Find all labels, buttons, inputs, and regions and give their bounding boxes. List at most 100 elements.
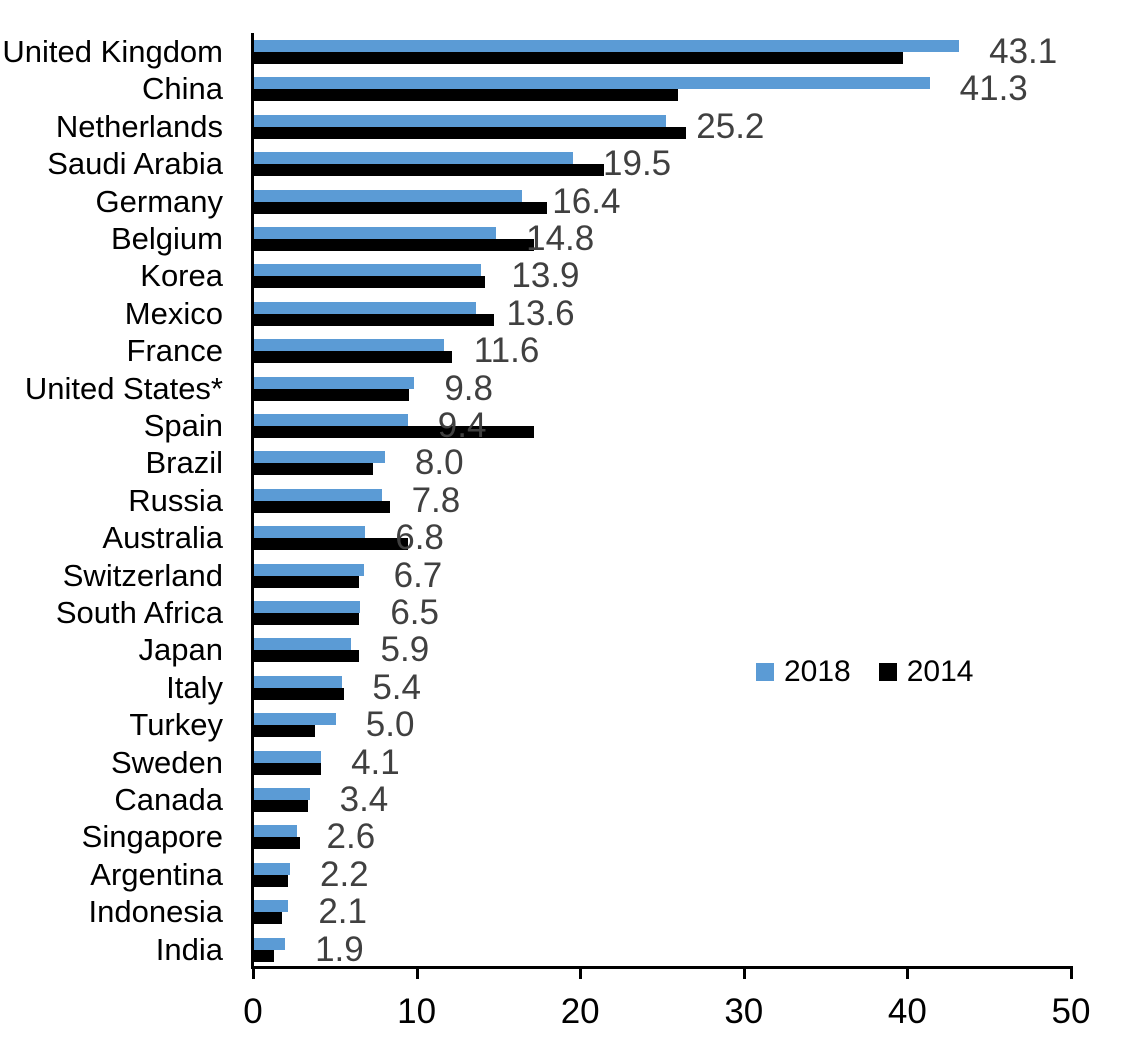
- bar-2014: [254, 500, 390, 513]
- category-label: Argentina: [90, 856, 223, 892]
- bar-2018: [254, 488, 382, 501]
- x-tick: [906, 969, 910, 979]
- value-label: 43.1: [989, 32, 1058, 71]
- x-tick: [252, 969, 255, 979]
- category-label: Netherlands: [55, 108, 223, 144]
- bar-2018: [254, 376, 415, 389]
- value-label: 13.6: [506, 293, 575, 333]
- value-label: 41.3: [959, 69, 1028, 109]
- bar-2014: [254, 575, 359, 588]
- bar-2014: [254, 687, 344, 700]
- category-label: France: [126, 333, 223, 369]
- bar-2018: [254, 152, 574, 165]
- category-label: United Kingdom: [2, 34, 223, 69]
- bar-2018: [254, 77, 930, 90]
- value-label: 9.8: [444, 368, 493, 408]
- value-label: 16.4: [552, 181, 621, 221]
- category-label: United States*: [24, 370, 223, 406]
- value-label: 5.0: [365, 705, 415, 745]
- category-label: Switzerland: [62, 557, 223, 593]
- x-tick-label: 20: [560, 992, 600, 1031]
- bar-2014: [254, 52, 904, 64]
- legend-label-2018: 2018: [784, 655, 851, 688]
- value-label: 4.1: [351, 742, 400, 782]
- value-label: 8.0: [414, 443, 464, 483]
- bar-2014: [254, 201, 547, 214]
- bar-2018: [254, 900, 289, 913]
- x-tick-label: 40: [887, 992, 927, 1031]
- bar-2018: [254, 788, 310, 800]
- x-tick: [415, 969, 419, 979]
- bar-2018: [254, 227, 497, 239]
- bar-2018: [254, 713, 336, 726]
- x-tick: [1070, 969, 1073, 979]
- x-tick-label: 50: [1051, 992, 1091, 1031]
- bar-2018: [254, 638, 351, 651]
- value-label: 25.2: [696, 106, 765, 146]
- bar-2014: [254, 613, 359, 625]
- bar-2014: [254, 351, 452, 364]
- category-label: Russia: [128, 482, 223, 518]
- bar-2018: [254, 825, 297, 838]
- bar-2014: [254, 276, 485, 289]
- category-label: South Africa: [55, 595, 223, 630]
- legend: 2018 2014: [756, 655, 974, 689]
- bar-2018: [254, 301, 477, 314]
- category-label: Brazil: [145, 445, 223, 481]
- category-label: India: [155, 931, 223, 967]
- bar-2014: [254, 313, 495, 326]
- category-label: Germany: [95, 183, 223, 219]
- value-label: 9.4: [437, 406, 487, 445]
- bar-2018: [254, 114, 667, 127]
- value-label: 2.6: [326, 817, 376, 857]
- bar-2018: [254, 862, 290, 875]
- x-tick-label: 30: [724, 992, 764, 1031]
- category-label: Turkey: [129, 707, 223, 743]
- bar-2018: [254, 750, 322, 763]
- value-label: 6.5: [390, 593, 439, 632]
- bar-2014: [254, 538, 408, 551]
- category-label: Italy: [166, 669, 223, 705]
- bar-2014: [254, 164, 605, 177]
- value-label: 2.2: [319, 854, 369, 894]
- bar-2014: [254, 874, 289, 887]
- category-label: China: [142, 71, 223, 107]
- bar-2018: [254, 40, 960, 52]
- bar-2018: [254, 264, 482, 277]
- bar-2014: [254, 463, 374, 476]
- bar-2014: [254, 837, 300, 850]
- x-tick: [742, 969, 746, 979]
- x-tick-label: 10: [397, 992, 437, 1031]
- value-label: 2.1: [318, 892, 367, 932]
- legend-swatch-2014: [878, 663, 897, 681]
- category-label: Canada: [114, 782, 223, 817]
- x-axis: [251, 966, 1073, 969]
- bar-2018: [254, 675, 343, 688]
- value-label: 19.5: [603, 144, 672, 184]
- category-label: Singapore: [81, 819, 223, 855]
- bar-2014: [254, 912, 282, 925]
- bar-2014: [254, 650, 359, 663]
- value-label: 6.7: [393, 555, 443, 595]
- bar-2018: [254, 526, 366, 539]
- legend-label-2014: 2014: [906, 655, 974, 688]
- category-label: Australia: [102, 520, 223, 556]
- bar-2018: [254, 189, 523, 202]
- value-label: 7.8: [411, 480, 461, 520]
- value-label: 5.9: [380, 630, 430, 670]
- value-label: 5.4: [372, 667, 421, 707]
- bar-2014: [254, 89, 678, 102]
- category-label: Indonesia: [88, 894, 223, 930]
- bar-2018: [254, 601, 361, 613]
- category-label: Belgium: [111, 221, 223, 256]
- category-label: Korea: [140, 258, 223, 294]
- bar-2014: [254, 762, 322, 775]
- category-label: Saudi Arabia: [47, 146, 223, 182]
- bar-2018: [254, 414, 408, 426]
- bar-2018: [254, 451, 385, 464]
- value-label: 11.6: [473, 331, 540, 371]
- legend-swatch-2018: [756, 663, 774, 681]
- value-label: 3.4: [339, 780, 389, 819]
- bar-2018: [254, 937, 286, 950]
